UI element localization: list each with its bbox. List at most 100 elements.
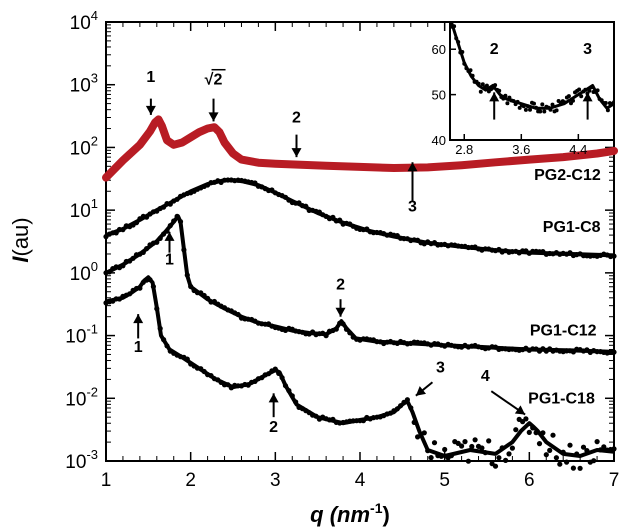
data-point-pg1-c18 [279,375,285,381]
y-tick-base: 10 [70,201,91,222]
data-point-pg1-c18 [289,393,295,399]
y-axis-title: I(au) [8,217,33,262]
data-point-pg1-c18 [245,382,251,388]
inset-data-point [587,88,592,93]
inset-data-point [454,36,459,41]
data-point-pg1-c8 [337,217,343,223]
data-point-pg1-c18 [601,444,607,450]
data-point-pg1-c12 [174,213,180,219]
y-tick-exponent: -2 [86,384,98,399]
data-point-pg1-c18 [482,450,488,456]
data-point-pg1-c18 [540,430,546,436]
inset-x-tick-label: 2.8 [455,142,473,157]
x-tick-label: 7 [609,470,620,491]
inset-data-point [493,83,498,88]
data-point-pg1-c18 [567,442,573,448]
data-point-pg1-c18 [530,425,536,431]
x-tick-label: 2 [185,470,196,491]
data-point-pg1-c12 [171,218,177,224]
inset-data-point [599,98,604,103]
x-axis-title-sup: -1 [370,500,383,516]
inset-data-point [505,101,510,106]
inset-data-point [571,98,575,103]
series-line-pg1-c18 [105,275,615,458]
inset-x-tick-label: 4.4 [569,142,587,157]
inset-peak-label: 3 [583,41,592,58]
y-tick-base: 10 [65,327,86,348]
data-point-pg1-c18 [313,413,319,419]
data-point-pg1-c18 [503,457,509,463]
data-point-pg1-c12 [144,246,150,252]
data-point-pg1-c12 [177,219,184,225]
data-point-pg1-c18 [360,418,366,424]
data-point-pg1-c12 [120,263,126,269]
peak-label: 1 [134,339,143,356]
inset-data-point [511,99,516,103]
data-point-pg1-c12 [130,255,136,261]
y-tick-exponent: 0 [91,259,98,274]
data-point-pg1-c18 [553,455,560,461]
inset-data-point [497,88,502,93]
data-point-pg1-c18 [469,443,475,450]
data-point-pg1-c18 [161,337,167,343]
inset-ticks: 2.8 3.6 4.4 40 50 60 [432,42,588,157]
inset-y-tick-label: 40 [432,133,446,148]
data-point-pg1-c18 [225,382,231,388]
data-point-pg1-c18 [442,446,448,453]
data-point-pg1-c18 [164,343,170,349]
data-point-pg1-c18 [547,447,553,453]
data-point-pg1-c18 [208,373,214,379]
data-point-pg1-c18 [574,451,580,457]
data-point-pg1-c12 [611,349,617,355]
data-point-pg1-c18 [150,284,156,290]
y-tick-label: 10-1 [65,322,98,348]
y-tick-label: 100 [70,259,98,285]
data-point-pg1-c18 [137,285,143,291]
peak-label: 1 [165,252,174,269]
peak-label: 3 [408,199,417,216]
inset-data-point [583,87,588,92]
peak-annotations: 1 √2 2 3 1 2 1 2 3 4 [133,68,526,436]
data-point-pg1-c12 [323,333,329,339]
inset-data-point [538,109,543,114]
inset-x-tick-label: 3.6 [512,142,530,157]
data-point-pg1-c18 [293,399,299,405]
data-point-pg1-c18 [611,446,617,452]
y-tick-base: 10 [70,13,91,34]
data-point-pg1-c18 [533,430,539,436]
data-point-pg1-c12 [188,283,194,290]
data-point-pg1-c18 [570,465,577,471]
arrow-head [164,231,175,241]
inset-data-point [448,17,452,21]
data-point-pg1-c12 [154,239,160,245]
inset-data-point [476,81,481,86]
data-point-pg1-c18 [330,416,336,422]
arrow-head [145,105,156,115]
inset-data-point [605,108,610,113]
data-point-pg1-c18 [425,448,431,454]
data-point-pg1-c18 [201,368,207,375]
inset-y-tick-label: 50 [432,88,446,103]
y-tick-exponent: 4 [91,8,98,23]
y-axis-title-i: I [8,256,33,263]
data-point-pg1-c18 [523,416,529,422]
x-axis-title-end: ) [383,502,390,527]
data-point-pg1-c12 [164,228,170,234]
data-point-pg1-c8 [113,230,119,236]
y-tick-label: 10-2 [65,384,98,410]
arrow-head [335,307,346,317]
inset-data-point [554,108,559,113]
inset-y-tick-label: 60 [432,42,446,57]
data-point-pg1-c12 [167,223,173,229]
data-point-pg1-c8 [330,214,336,220]
peak-label: 2 [292,109,301,126]
data-point-pg1-c12 [343,326,350,332]
inset-data-point [577,87,582,92]
data-point-pg1-c18 [560,449,566,455]
inset-data-point [515,99,520,104]
inset-data-point [484,83,489,88]
x-tick-label: 5 [439,470,450,491]
y-tick-exponent: 2 [91,133,98,148]
